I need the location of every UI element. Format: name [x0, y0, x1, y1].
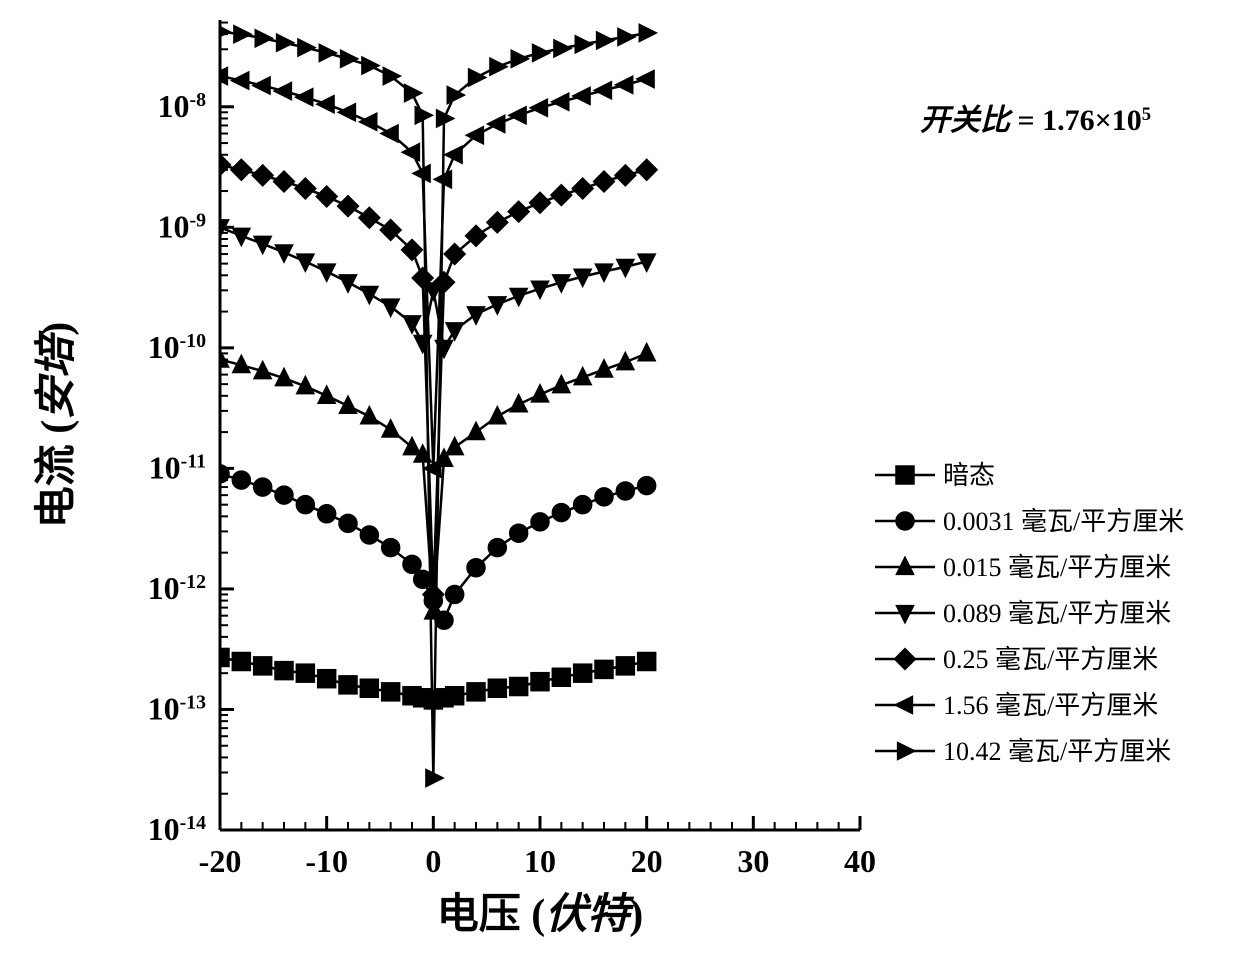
- x-tick-label: 0: [425, 843, 441, 879]
- series-0: [211, 648, 656, 708]
- y-tick-label: 10-10: [148, 329, 207, 365]
- x-tick-label: 40: [844, 843, 876, 879]
- legend: 暗态 0.0031 毫瓦/平方厘米 0.015 毫瓦/平方厘米 0.089 毫瓦/平方…: [875, 461, 1184, 766]
- legend-label: 暗态: [943, 461, 995, 490]
- y-tick-label: 10-12: [148, 570, 207, 606]
- x-tick-label: 10: [524, 843, 556, 879]
- y-tick-label: 10-14: [148, 811, 207, 847]
- y-tick-label: 10-9: [157, 208, 206, 244]
- x-tick-label: -20: [199, 843, 242, 879]
- legend-label: 0.25 毫瓦/平方厘米: [943, 645, 1158, 674]
- legend-label: 10.42 毫瓦/平方厘米: [943, 737, 1171, 766]
- on-off-ratio-annotation: 开关比 = 1.76×105: [920, 104, 1151, 138]
- y-tick-label: 10-13: [148, 690, 207, 726]
- x-axis-label: 电压 (伏特): [437, 891, 644, 938]
- legend-label: 0.089 毫瓦/平方厘米: [943, 599, 1171, 628]
- legend-label: 0.0031 毫瓦/平方厘米: [943, 507, 1184, 536]
- x-tick-label: 30: [737, 843, 769, 879]
- legend-label: 1.56 毫瓦/平方厘米: [943, 691, 1158, 720]
- plot-area: [209, 23, 657, 787]
- series-4: [209, 154, 657, 605]
- series-3: [211, 220, 656, 359]
- x-tick-label: 20: [631, 843, 663, 879]
- iv-log-chart: -20 -10 0 10 20 30 40 10-14 10-13 10-12 10-11 10-10…: [0, 0, 1240, 977]
- y-axis-label: 电流 (安培): [33, 322, 80, 529]
- x-tick-label: -10: [305, 843, 348, 879]
- legend-label: 0.015 毫瓦/平方厘米: [943, 553, 1171, 582]
- y-tick-label: 10-11: [149, 449, 206, 485]
- y-tick-label: 10-8: [157, 88, 206, 124]
